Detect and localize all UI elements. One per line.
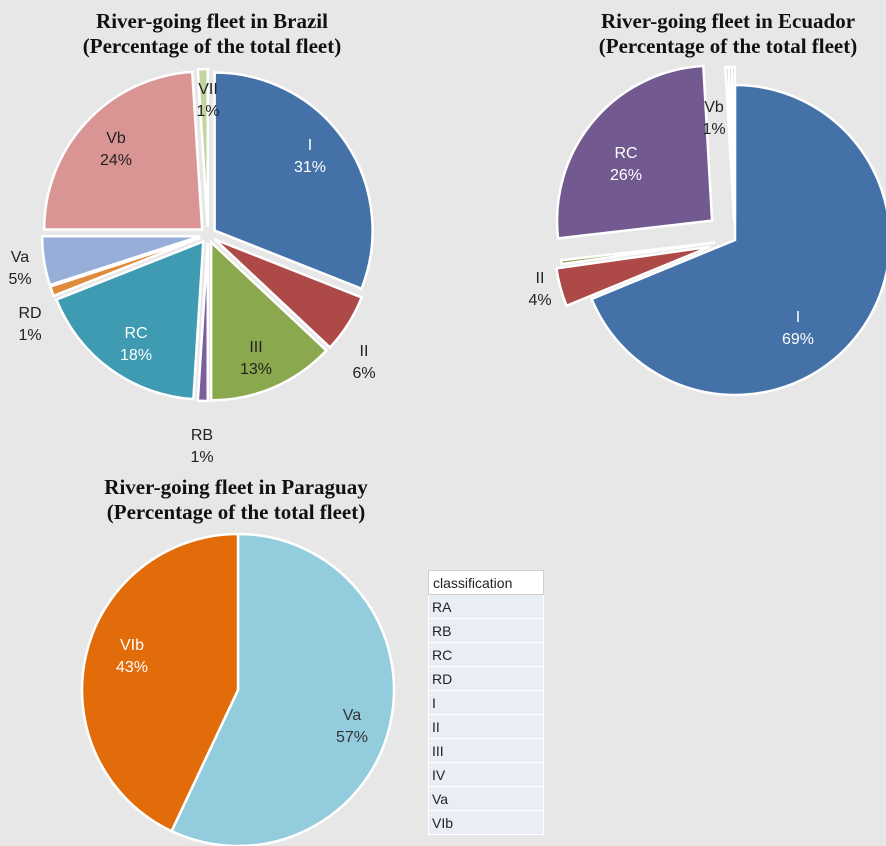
brazil-subtitle-line: (Percentage of the total fleet) bbox=[82, 34, 342, 58]
pie-slice bbox=[196, 242, 209, 403]
slice-percent-label: 18% bbox=[120, 347, 152, 364]
classification-row: IV bbox=[428, 762, 544, 787]
classification-row: RD bbox=[428, 666, 544, 691]
classification-row: RB bbox=[428, 618, 544, 643]
pie-slice bbox=[42, 70, 204, 231]
slice-category-label: RC bbox=[124, 325, 147, 342]
slice-percent-label: 57% bbox=[336, 729, 368, 746]
slice-category-label: RB bbox=[191, 427, 213, 444]
slice-category-label: II bbox=[536, 270, 545, 287]
classification-row: I bbox=[428, 690, 544, 715]
pie-chart-1: I 31% II 6% III 13% RB 1% RC 18% RD 1% Va 5% Vb 24% VII 1… bbox=[8, 67, 376, 466]
pie-slice bbox=[40, 235, 201, 287]
slice-percent-label: 1% bbox=[196, 103, 219, 120]
pie-slice bbox=[209, 239, 329, 402]
slice-percent-label: 13% bbox=[240, 361, 272, 378]
slice-category-label: Va bbox=[11, 249, 29, 266]
classification-row: RC bbox=[428, 642, 544, 667]
pie-chart-3: Va 57% VIb 43% bbox=[80, 532, 396, 846]
slice-percent-label: 6% bbox=[352, 365, 375, 382]
ecuador-subtitle-line: (Percentage of the total fleet) bbox=[598, 34, 858, 58]
slice-percent-label: 43% bbox=[116, 659, 148, 676]
slice-category-label: RC bbox=[614, 145, 637, 162]
classification-row: VIb bbox=[428, 810, 544, 835]
classification-cell: Va bbox=[428, 786, 544, 811]
slice-percent-label: 1% bbox=[702, 121, 725, 138]
paraguay-subtitle-line: (Percentage of the total fleet) bbox=[106, 500, 366, 524]
slice-category-label: Vb bbox=[106, 130, 126, 147]
pie-slice bbox=[559, 241, 716, 266]
classification-row: Va bbox=[428, 786, 544, 811]
slice-category-label: I bbox=[796, 309, 800, 326]
pie-slice bbox=[54, 239, 205, 401]
slice-percent-label: 1% bbox=[190, 449, 213, 466]
brazil-title-line: River-going fleet in Brazil bbox=[96, 9, 328, 33]
slice-percent-label: 24% bbox=[100, 152, 132, 169]
paraguay-title-line: River-going fleet in Paraguay bbox=[104, 475, 368, 499]
ecuador-chart-title: River-going fleet in Ecuador (Percentage… bbox=[548, 9, 886, 59]
pie-slice bbox=[555, 64, 714, 240]
slice-category-label: Vb bbox=[704, 99, 724, 116]
slice-percent-label: 4% bbox=[528, 292, 551, 309]
pie-slice bbox=[554, 245, 711, 308]
classification-row: RA bbox=[428, 594, 544, 619]
slice-category-label: I bbox=[308, 137, 312, 154]
classification-cell: I bbox=[428, 690, 544, 715]
pie-slice bbox=[213, 238, 364, 350]
pie-slice bbox=[213, 71, 374, 291]
classification-cell: IV bbox=[428, 762, 544, 787]
slice-category-label: RD bbox=[18, 305, 41, 322]
classification-header: classification bbox=[428, 570, 544, 595]
classification-cell: RD bbox=[428, 666, 544, 691]
slice-category-label: III bbox=[249, 339, 262, 356]
classification-table: classification RA RB RC RD I II III IV V… bbox=[428, 570, 544, 835]
paraguay-chart-title: River-going fleet in Paraguay (Percentag… bbox=[56, 475, 416, 525]
classification-cell: VIb bbox=[428, 810, 544, 835]
pie-chart-2: I 69% II 4% RC 26% Vb 1% bbox=[528, 64, 886, 397]
brazil-chart-title: River-going fleet in Brazil (Percentage … bbox=[32, 9, 392, 59]
slice-percent-label: 1% bbox=[18, 327, 41, 344]
pie-slice bbox=[590, 83, 886, 397]
classification-cell: RC bbox=[428, 642, 544, 667]
classification-row: III bbox=[428, 738, 544, 763]
classification-header-row: classification bbox=[428, 570, 544, 595]
slice-percent-label: 26% bbox=[610, 167, 642, 184]
slice-category-label: VII bbox=[198, 81, 218, 98]
slice-category-label: Va bbox=[343, 707, 361, 724]
ecuador-title-line: River-going fleet in Ecuador bbox=[600, 9, 856, 33]
classification-cell: RA bbox=[428, 594, 544, 619]
slice-category-label: II bbox=[360, 343, 369, 360]
pie-slice bbox=[730, 65, 737, 223]
slice-percent-label: 69% bbox=[782, 331, 814, 348]
pie-slice bbox=[80, 532, 240, 833]
classification-cell: II bbox=[428, 714, 544, 739]
pie-slice bbox=[48, 236, 201, 298]
classification-cell: RB bbox=[428, 618, 544, 643]
slice-percent-label: 5% bbox=[8, 271, 31, 288]
classification-cell: III bbox=[428, 738, 544, 763]
pie-slice bbox=[196, 67, 209, 228]
slice-percent-label: 31% bbox=[294, 159, 326, 176]
classification-row: II bbox=[428, 714, 544, 739]
slice-category-label: VIb bbox=[120, 637, 144, 654]
